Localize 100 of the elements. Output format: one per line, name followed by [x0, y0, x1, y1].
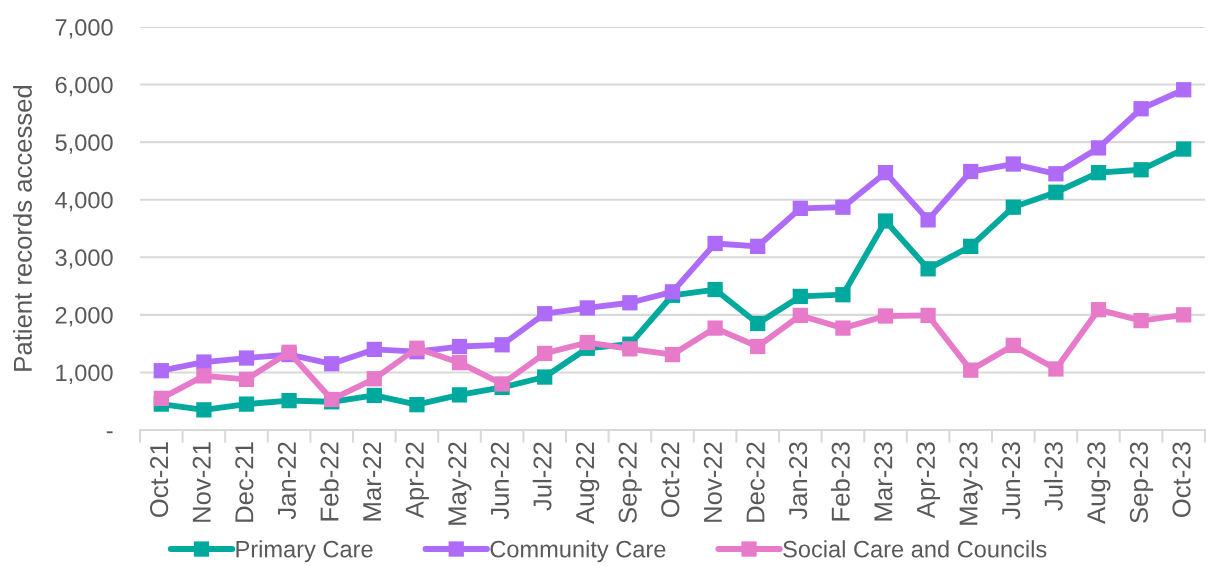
point	[537, 306, 553, 322]
point	[1133, 162, 1149, 178]
legend-label: Social Care and Councils	[783, 540, 1047, 558]
point	[537, 345, 553, 362]
point	[153, 390, 169, 406]
point	[920, 212, 936, 228]
point	[238, 396, 255, 412]
x-tick-label: Jul-22	[532, 442, 552, 511]
point	[1005, 337, 1021, 354]
point	[1090, 302, 1107, 318]
point	[877, 308, 894, 324]
x-tick-label: Dec-22	[746, 442, 765, 522]
point	[707, 281, 723, 298]
x-tick-label: Oct-22	[661, 442, 680, 517]
x-tick-label: Jun-23	[1002, 442, 1021, 520]
point	[281, 393, 297, 409]
point	[963, 362, 979, 378]
point	[1005, 156, 1021, 172]
x-tick-label: Oct-21	[150, 442, 169, 517]
point	[707, 320, 723, 336]
point	[750, 315, 766, 332]
point	[494, 376, 510, 392]
x-tick-label: Jul-23	[1043, 442, 1063, 511]
point	[1133, 312, 1149, 329]
x-tick-label: Jan-23	[789, 442, 808, 520]
point	[750, 338, 766, 355]
point	[835, 199, 851, 215]
point	[1090, 165, 1107, 181]
x-tick-label: Mar-22	[363, 442, 382, 521]
point	[1005, 199, 1021, 215]
point	[537, 369, 553, 385]
x-tick-label: Jun-22	[490, 442, 509, 520]
x-tick-label: Apr-23	[916, 442, 941, 519]
point	[1048, 361, 1064, 377]
point	[153, 363, 169, 379]
point	[451, 387, 468, 403]
y-tick-label: 5,000	[55, 134, 113, 154]
point	[792, 200, 808, 216]
y-tick-label: 4,000	[55, 191, 113, 212]
point	[579, 300, 595, 316]
point	[963, 238, 979, 254]
x-tick-label: Jan-22	[277, 442, 296, 520]
point	[792, 288, 808, 305]
point	[238, 350, 255, 366]
point	[877, 213, 894, 229]
point	[1176, 141, 1192, 157]
point	[750, 238, 766, 254]
point	[366, 371, 382, 387]
x-tick-label: Dec-21	[235, 442, 254, 522]
point	[1048, 184, 1064, 200]
point	[196, 402, 212, 418]
x-tick-label: Oct-23	[1172, 442, 1191, 517]
point	[664, 346, 681, 363]
legend-label: Primary Care	[236, 540, 373, 563]
x-tick-label: Nov-22	[703, 442, 722, 522]
point	[792, 307, 808, 324]
x-tick-label: Apr-22	[405, 442, 429, 519]
point	[366, 387, 382, 404]
x-tick-label: May-22	[448, 442, 472, 525]
y-tick-label: 2,000	[55, 306, 113, 327]
x-tick-label: Mar-23	[874, 442, 893, 521]
y-tick-label: 6,000	[55, 76, 113, 97]
point	[920, 261, 936, 277]
point	[196, 368, 212, 384]
point	[366, 341, 382, 358]
point	[1176, 307, 1192, 323]
point	[494, 337, 510, 353]
point	[920, 307, 936, 324]
x-tick-label: Aug-23	[1087, 442, 1111, 524]
x-tick-label: Feb-23	[830, 442, 850, 521]
point	[409, 397, 425, 413]
point	[1176, 82, 1192, 98]
y-tick-label: 7,000	[55, 19, 113, 39]
point	[835, 287, 851, 303]
x-tick-label: Nov-21	[192, 442, 211, 522]
point	[1133, 101, 1149, 117]
y-tick-label: 3,000	[55, 249, 113, 269]
y-axis-title: Patient records accessed	[13, 85, 32, 371]
point	[1048, 166, 1064, 182]
legend-label: Community Care	[490, 540, 666, 563]
point	[409, 340, 425, 356]
x-tick-label: Feb-22	[319, 442, 339, 521]
point	[451, 355, 468, 371]
x-tick-label: Aug-22	[576, 442, 600, 524]
x-tick-label: May-23	[959, 442, 983, 525]
point	[622, 295, 638, 311]
y-tick-label: 1,000	[56, 364, 113, 385]
point	[238, 371, 255, 387]
point	[579, 334, 595, 351]
x-tick-label: Sep-22	[618, 442, 642, 523]
x-tick-label: Sep-23	[1129, 442, 1154, 523]
point	[835, 320, 851, 336]
point	[1090, 140, 1107, 156]
point	[963, 163, 979, 180]
point	[451, 338, 468, 355]
point	[622, 341, 638, 357]
point	[324, 356, 340, 372]
point	[707, 235, 723, 252]
y-tick-label: -	[106, 431, 113, 434]
point	[877, 165, 894, 181]
